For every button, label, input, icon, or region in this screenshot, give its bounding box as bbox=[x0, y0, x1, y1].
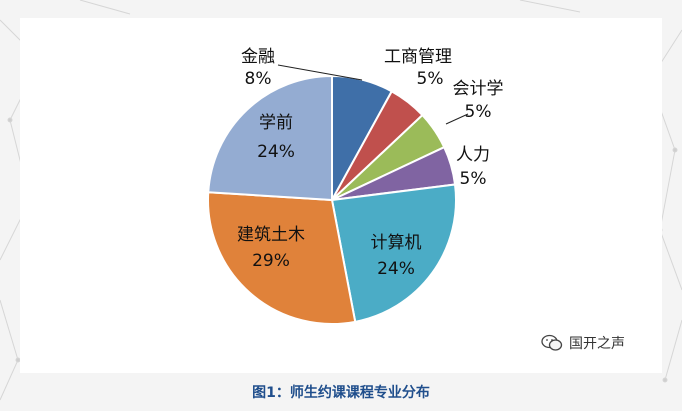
slice-label: 建筑土木 bbox=[237, 225, 305, 245]
slice-percentage: 5% bbox=[460, 169, 487, 189]
slice-percentage: 29% bbox=[252, 251, 290, 271]
slice-label: 会计学 bbox=[453, 79, 504, 99]
slice-label: 金融 bbox=[241, 47, 275, 67]
slice-label: 工商管理 bbox=[384, 47, 452, 67]
watermark-text: 国开之声 bbox=[569, 336, 625, 352]
wechat-icon bbox=[541, 334, 563, 351]
slice-percentage: 24% bbox=[377, 259, 415, 279]
pie-slice bbox=[207, 191, 357, 325]
leader-line bbox=[445, 113, 469, 125]
slice-label: 人力 bbox=[456, 145, 490, 165]
slice-percentage: 8% bbox=[245, 69, 272, 89]
slice-label: 计算机 bbox=[371, 233, 422, 253]
slice-label: 学前 bbox=[259, 113, 293, 133]
pie-slice bbox=[207, 74, 333, 202]
slice-percentage: 5% bbox=[417, 69, 444, 89]
leader-line bbox=[277, 64, 363, 81]
watermark: 国开之声 bbox=[541, 333, 625, 353]
pie-slice bbox=[330, 183, 457, 323]
slice-percentage: 24% bbox=[257, 142, 295, 162]
slice-percentage: 5% bbox=[465, 102, 492, 122]
figure-caption: 图1：师生约课课程专业分布 bbox=[252, 385, 430, 401]
